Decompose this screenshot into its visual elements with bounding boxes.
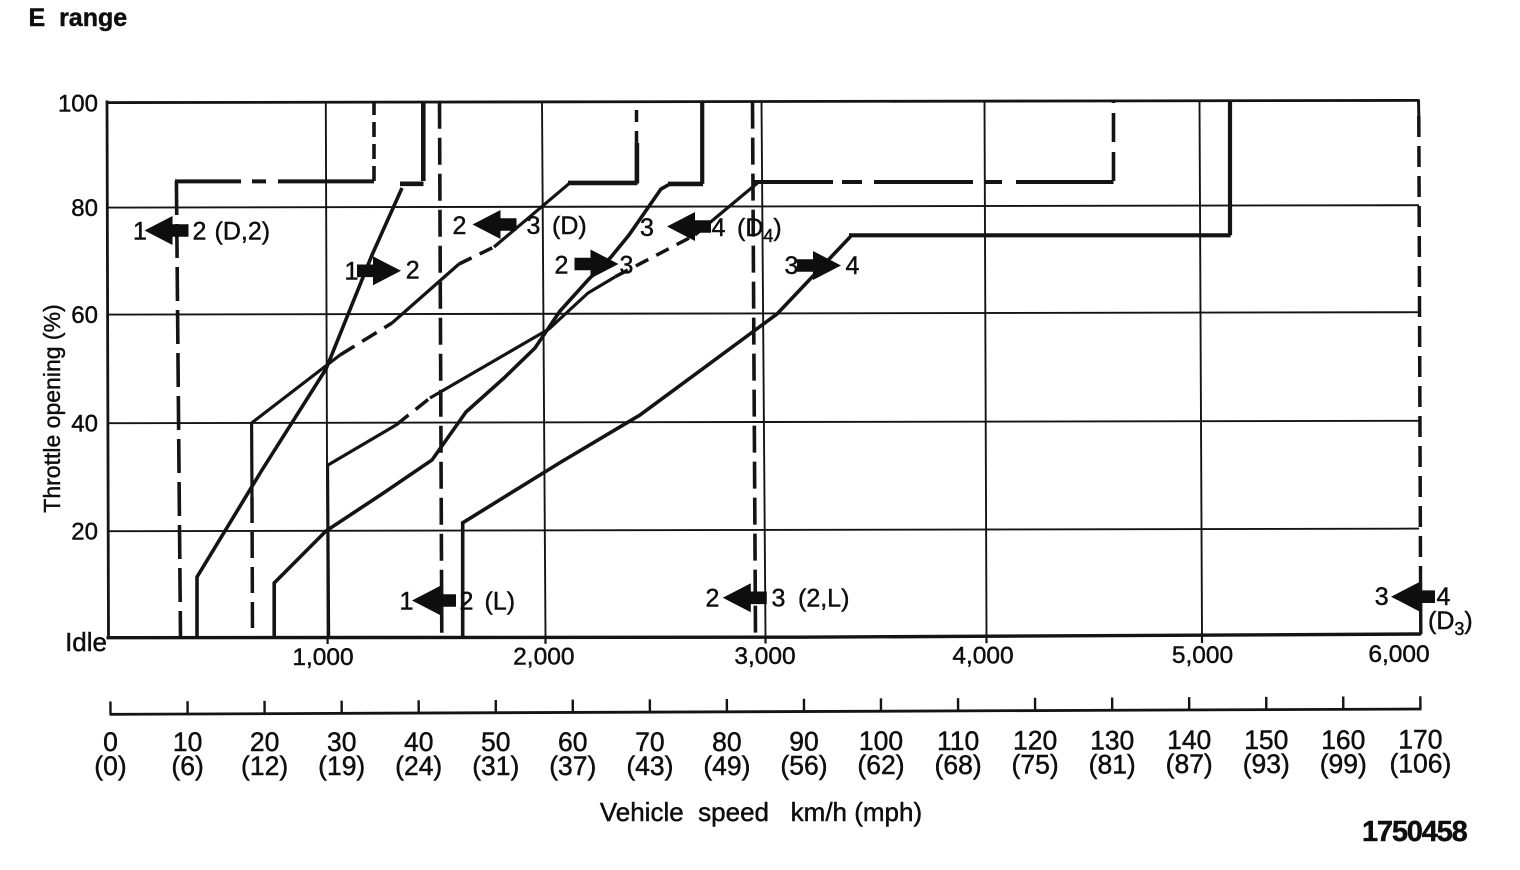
svg-text:80: 80 [71,195,98,222]
svg-text:120: 120 [1013,726,1057,756]
svg-text:(0): (0) [94,751,126,781]
svg-text:(106): (106) [1389,749,1451,779]
svg-text:3: 3 [620,252,634,280]
svg-text:(L): (L) [485,588,516,616]
svg-text:(2,L): (2,L) [798,585,849,613]
svg-text:(12): (12) [241,751,288,781]
svg-text:(D3): (D3) [1428,607,1473,639]
svg-text:150: 150 [1244,725,1288,755]
svg-text:3,000: 3,000 [734,643,795,670]
svg-text:110: 110 [937,726,979,756]
svg-text:20: 20 [250,727,279,757]
svg-text:1: 1 [400,588,414,616]
svg-text:2: 2 [555,252,569,280]
svg-text:2: 2 [453,212,467,240]
svg-text:3: 3 [640,214,654,242]
svg-text:3: 3 [785,252,799,280]
svg-text:(D,2): (D,2) [215,218,271,246]
svg-text:170: 170 [1398,725,1442,755]
svg-text:3: 3 [772,584,786,612]
svg-text:2: 2 [406,257,420,285]
svg-text:Throttle opening (%): Throttle opening (%) [39,304,65,512]
svg-text:2: 2 [706,584,720,612]
svg-text:3: 3 [1375,583,1389,611]
svg-text:1750458: 1750458 [1362,816,1468,848]
svg-text:0: 0 [103,727,118,757]
svg-text:(99): (99) [1320,749,1367,779]
svg-text:30: 30 [327,727,356,757]
svg-text:6,000: 6,000 [1368,641,1429,668]
svg-text:90: 90 [789,726,818,756]
svg-text:5,000: 5,000 [1172,642,1233,669]
svg-text:Vehicle speed km/h (mph): Vehicle speed km/h (mph) [600,797,922,827]
svg-text:Idle: Idle [65,627,107,657]
svg-text:(6): (6) [171,751,203,781]
svg-text:4: 4 [712,214,726,242]
svg-text:40: 40 [71,411,98,438]
svg-text:(D): (D) [552,212,587,240]
svg-text:80: 80 [712,727,741,757]
svg-text:(37): (37) [549,751,596,781]
svg-text:(68): (68) [935,750,982,780]
svg-text:1,000: 1,000 [292,644,353,671]
svg-text:(93): (93) [1243,749,1290,779]
svg-text:3: 3 [527,212,541,240]
svg-text:2: 2 [193,218,207,246]
svg-text:60: 60 [558,727,587,757]
svg-text:E range: E range [29,4,128,32]
svg-text:4,000: 4,000 [952,643,1013,670]
svg-text:(43): (43) [626,751,673,781]
svg-text:50: 50 [481,727,510,757]
svg-text:60: 60 [71,302,98,329]
svg-text:(81): (81) [1089,749,1136,779]
svg-text:(62): (62) [857,750,904,780]
svg-text:140: 140 [1167,725,1211,755]
svg-text:100: 100 [859,726,903,756]
svg-text:(D4): (D4) [737,214,782,246]
svg-text:130: 130 [1090,725,1134,755]
svg-text:(87): (87) [1166,749,1213,779]
svg-text:20: 20 [71,519,98,546]
svg-text:4: 4 [846,252,860,280]
svg-text:(24): (24) [395,751,442,781]
svg-text:(75): (75) [1012,750,1059,780]
svg-text:40: 40 [404,727,433,757]
svg-text:1: 1 [345,258,359,286]
svg-text:(56): (56) [780,750,827,780]
svg-text:(31): (31) [472,751,519,781]
svg-text:4: 4 [1437,583,1451,611]
svg-text:2: 2 [460,588,474,616]
svg-text:10: 10 [173,727,202,757]
svg-text:(19): (19) [318,751,365,781]
svg-text:160: 160 [1321,725,1365,755]
svg-text:100: 100 [58,91,98,118]
svg-text:1: 1 [133,218,147,246]
svg-text:(49): (49) [703,751,750,781]
svg-text:70: 70 [635,727,664,757]
svg-text:2,000: 2,000 [513,644,574,671]
